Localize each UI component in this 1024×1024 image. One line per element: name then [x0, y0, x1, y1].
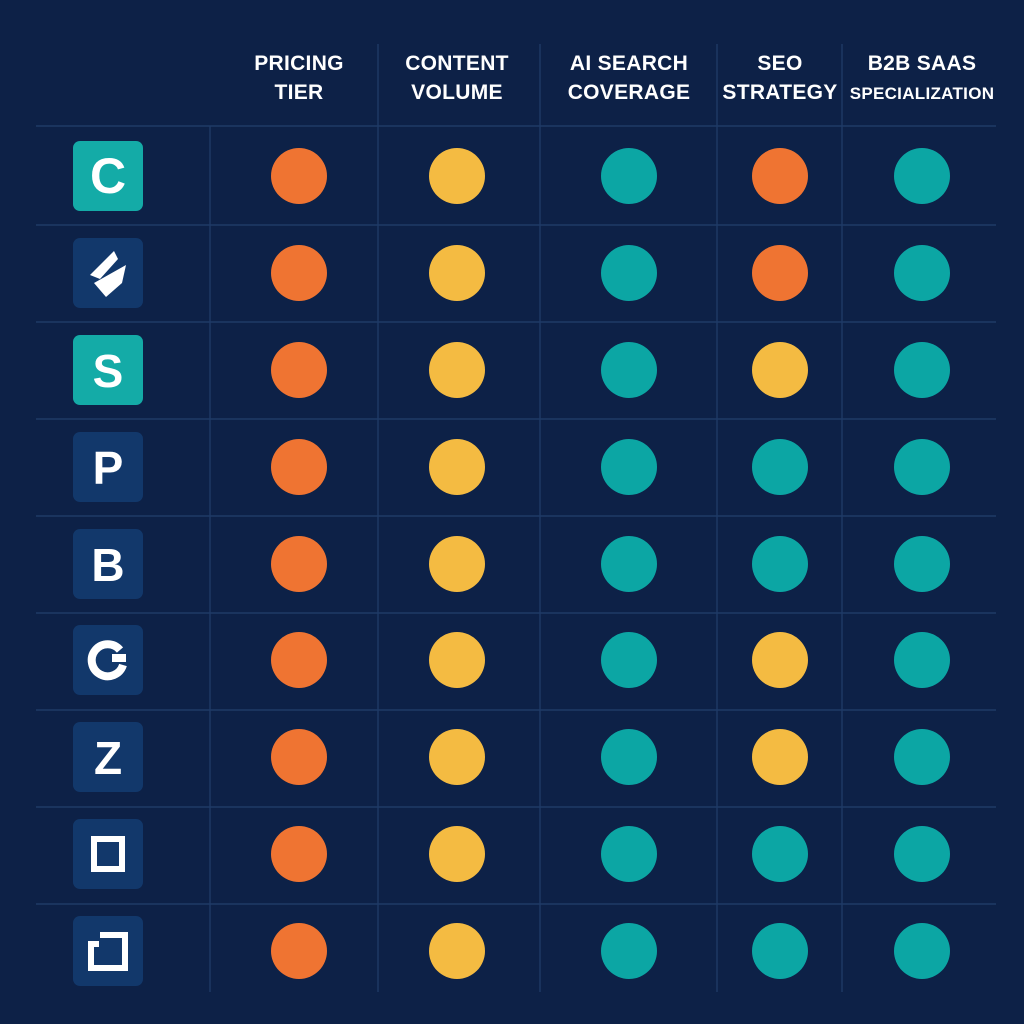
column-header-line: B2B SAAS — [868, 52, 977, 75]
rating-dot-seo-orange — [752, 148, 808, 204]
p-logo-icon: P — [73, 432, 143, 502]
logo-tile — [73, 625, 143, 695]
column-header-line: CONTENT — [405, 52, 509, 75]
rating-dot-seo-teal — [752, 923, 808, 979]
rating-dot-content-yellow — [429, 923, 485, 979]
logo-tile — [73, 335, 143, 405]
rating-dot-seo-yellow — [752, 729, 808, 785]
bracket-outline — [88, 932, 128, 971]
rating-dot-seo-orange — [752, 245, 808, 301]
logo-tile — [73, 432, 143, 502]
diamond-logo-icon — [73, 238, 143, 308]
rating-dot-content-yellow — [429, 729, 485, 785]
rating-dot-content-yellow — [429, 826, 485, 882]
rating-dot-seo-teal — [752, 536, 808, 592]
rating-dot-ai-teal — [601, 729, 657, 785]
column-header-line: PRICING — [254, 52, 344, 75]
bracket-tab — [88, 941, 99, 947]
logo-letter: C — [90, 148, 126, 204]
rating-dot-b2b-teal — [894, 632, 950, 688]
z-logo-icon: Z — [73, 722, 143, 792]
rating-dot-b2b-teal — [894, 729, 950, 785]
rating-dot-ai-teal — [601, 342, 657, 398]
logo-tile — [73, 722, 143, 792]
column-header-line: SEO — [757, 52, 802, 75]
diamond-upper-shape — [90, 251, 118, 279]
column-header-line: VOLUME — [411, 81, 503, 104]
rating-dot-seo-yellow — [752, 632, 808, 688]
grid-lines — [36, 44, 996, 992]
logo-tile — [73, 916, 143, 986]
rating-dot-b2b-teal — [894, 245, 950, 301]
ring-notch — [112, 654, 126, 662]
column-header-line: SPECIALIZATION — [850, 84, 995, 103]
rating-dot-b2b-teal — [894, 439, 950, 495]
rating-dot-ai-teal — [601, 826, 657, 882]
rating-dot-b2b-teal — [894, 342, 950, 398]
logo-tile — [73, 141, 143, 211]
rating-dot-b2b-teal — [894, 148, 950, 204]
rating-dot-seo-teal — [752, 439, 808, 495]
s-logo-icon: S — [73, 335, 143, 405]
square-logo-icon — [73, 819, 143, 889]
square-outline — [91, 836, 125, 872]
logo-letter: P — [93, 442, 124, 494]
column-header-line: STRATEGY — [722, 81, 837, 104]
diamond-lower-shape — [94, 265, 126, 297]
rating-dot-pricing-orange — [271, 826, 327, 882]
rating-dot-content-yellow — [429, 148, 485, 204]
rating-dot-pricing-orange — [271, 342, 327, 398]
column-header-line: TIER — [274, 81, 323, 104]
column-headers: PRICING TIER CONTENT VOLUME AI SEARCH COVERAG… — [254, 52, 994, 104]
column-header-pricing: PRICING TIER — [254, 52, 344, 104]
rating-dot-ai-teal — [601, 439, 657, 495]
rating-dot-seo-teal — [752, 826, 808, 882]
logo-tile — [73, 819, 143, 889]
rating-dot-ai-teal — [601, 923, 657, 979]
rating-dots — [271, 148, 950, 979]
column-header-line: COVERAGE — [568, 81, 691, 104]
rating-dot-b2b-teal — [894, 826, 950, 882]
rating-dot-pricing-orange — [271, 729, 327, 785]
rating-dot-content-yellow — [429, 632, 485, 688]
column-header-content: CONTENT VOLUME — [405, 52, 509, 104]
column-header-b2b: B2B SAAS SPECIALIZATION — [850, 52, 995, 103]
rating-dot-content-yellow — [429, 536, 485, 592]
rating-dot-pricing-orange — [271, 632, 327, 688]
logo-tile — [73, 238, 143, 308]
rating-dot-ai-teal — [601, 632, 657, 688]
rating-dot-b2b-teal — [894, 536, 950, 592]
rating-dot-ai-teal — [601, 148, 657, 204]
ring-logo-icon — [73, 625, 143, 695]
bracket-square-logo-icon — [73, 916, 143, 986]
rating-dot-content-yellow — [429, 439, 485, 495]
rating-dot-content-yellow — [429, 245, 485, 301]
logo-tile — [73, 529, 143, 599]
logo-letter: B — [91, 539, 124, 591]
rating-dot-pricing-orange — [271, 536, 327, 592]
rating-dot-pricing-orange — [271, 439, 327, 495]
rating-dot-ai-teal — [601, 245, 657, 301]
c-logo-icon: C — [73, 141, 143, 211]
column-header-seo: SEO STRATEGY — [722, 52, 837, 104]
rating-dot-b2b-teal — [894, 923, 950, 979]
rating-dot-pricing-orange — [271, 923, 327, 979]
ring-arc — [87, 640, 127, 681]
rating-dot-seo-yellow — [752, 342, 808, 398]
logo-letter: S — [93, 345, 124, 397]
rating-dot-pricing-orange — [271, 245, 327, 301]
column-header-ai: AI SEARCH COVERAGE — [568, 52, 691, 104]
rating-dot-ai-teal — [601, 536, 657, 592]
rating-dot-pricing-orange — [271, 148, 327, 204]
column-header-line: AI SEARCH — [570, 52, 688, 75]
logo-letter: Z — [94, 732, 122, 784]
row-logos: C SPB Z — [73, 141, 143, 986]
b-logo-icon: B — [73, 529, 143, 599]
rating-dot-content-yellow — [429, 342, 485, 398]
